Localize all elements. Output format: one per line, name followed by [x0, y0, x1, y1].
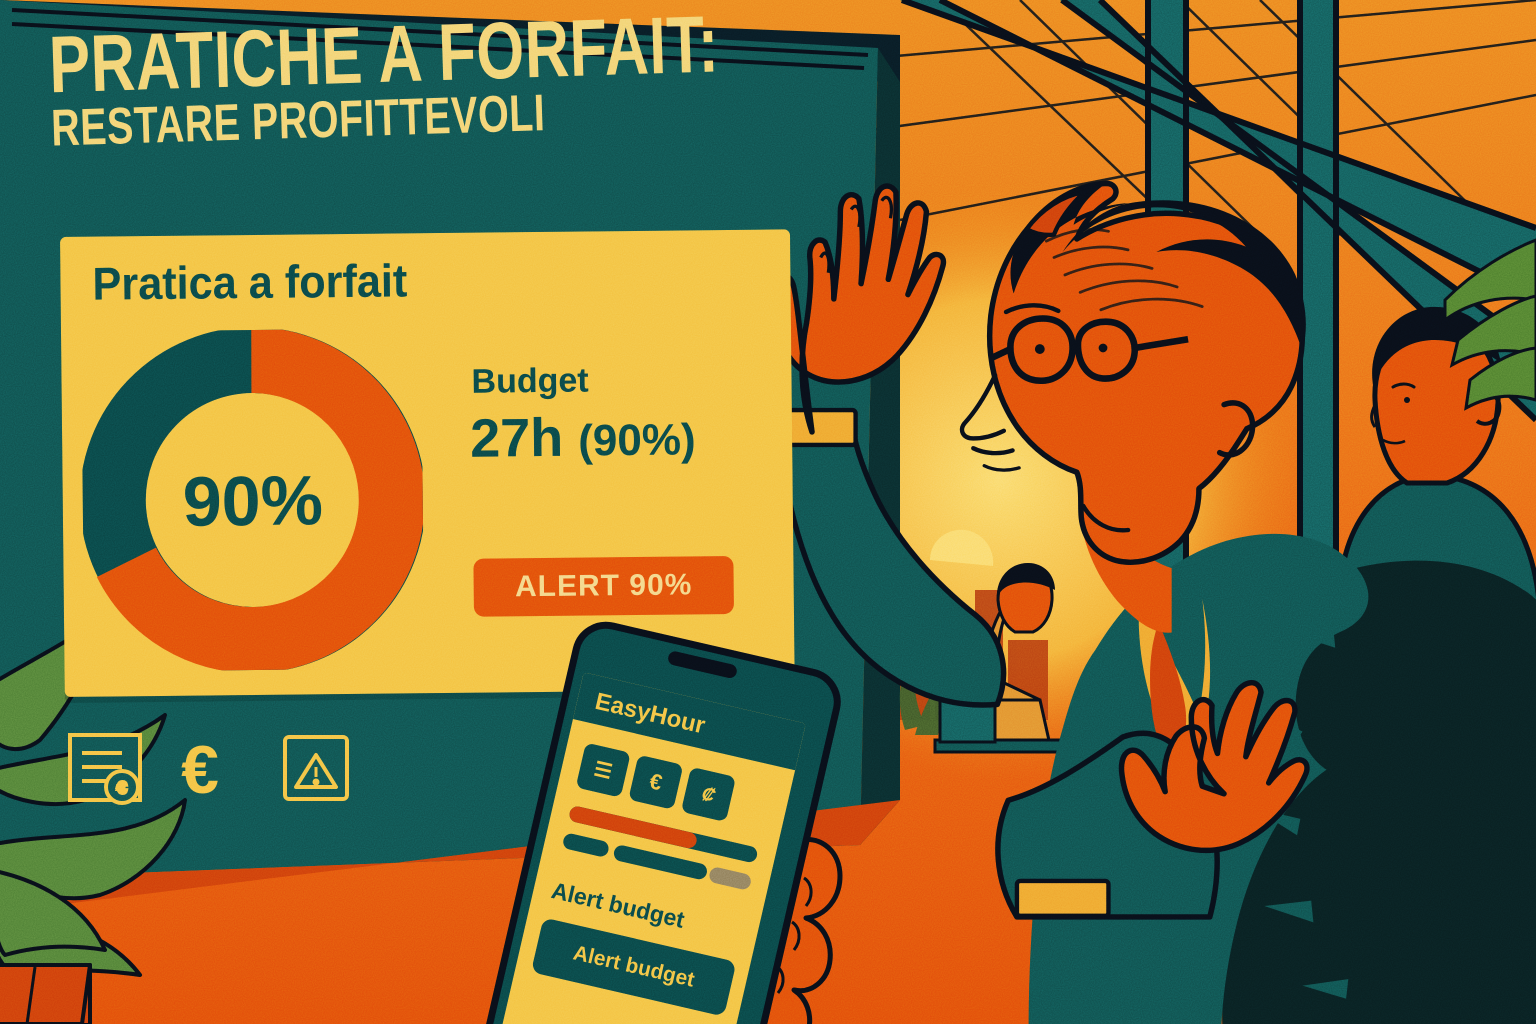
- svg-text:90%: 90%: [182, 461, 323, 540]
- svg-text:€: €: [118, 780, 127, 797]
- svg-text:€: €: [181, 732, 219, 808]
